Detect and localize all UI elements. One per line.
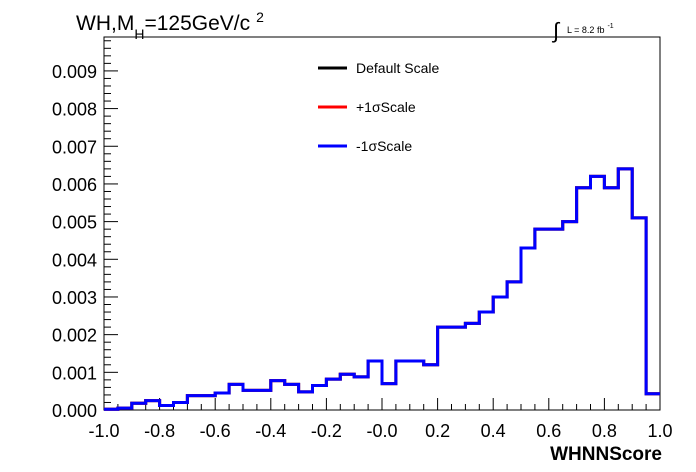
x-tick-label: -1.0 [88,421,119,441]
series-layer [104,167,660,411]
x-tick-label: 0.8 [592,421,617,441]
integral-symbol: ∫ [551,18,561,43]
x-tick-label: -0.2 [311,421,342,441]
legend-label-0: Default Scale [356,60,439,76]
chart-title: WH,MH=125GeV/c 2 [76,9,264,42]
y-tick-label: 0.003 [52,288,97,308]
x-tick-label: -0.0 [366,421,397,441]
x-tick-label: 1.0 [647,421,672,441]
luminosity-label: L = 8.2 fb -1 [567,23,614,35]
x-tick-label: 0.6 [536,421,561,441]
y-tick-label: 0.002 [52,326,97,346]
luminosity-superscript: -1 [607,23,613,30]
y-axis: 0.000 0.001 0.002 0.003 0.004 0.005 0.006 0.007… [52,40,118,421]
x-tick-label: 0.2 [425,421,450,441]
y-tick-label: 0.001 [52,363,97,383]
title-prefix: WH,M [76,12,134,35]
legend-label-1: +1σScale [356,99,416,115]
title-suffix: =125GeV/c [144,12,250,35]
y-tick-label: 0.005 [52,213,97,233]
y-tick-label: 0.000 [52,401,97,421]
y-tick-label: 0.008 [52,100,97,120]
legend-label-2: -1σScale [356,138,412,154]
y-tick-label: 0.004 [52,250,97,270]
y-tick-label: 0.007 [52,137,97,157]
legend: Default Scale +1σScale -1σScale [318,60,439,154]
x-tick-label: 0.4 [481,421,506,441]
x-axis-title: WHNNScore [550,444,662,465]
x-tick-label: -0.8 [144,421,175,441]
title-superscript: 2 [256,9,264,25]
x-tick-label: -0.4 [255,421,286,441]
title-subscript: H [134,26,144,42]
luminosity-text: L = 8.2 fb [567,25,604,35]
x-axis: -1.0 -0.8 -0.6 -0.4 -0.2 -0.0 0.2 0.4 0.6 0.8 1.0 [88,398,673,441]
y-tick-label: 0.006 [52,175,97,195]
series-line-2 [104,167,660,411]
y-tick-label: 0.009 [52,62,97,82]
x-tick-label: -0.6 [200,421,231,441]
plot-frame [103,36,661,411]
